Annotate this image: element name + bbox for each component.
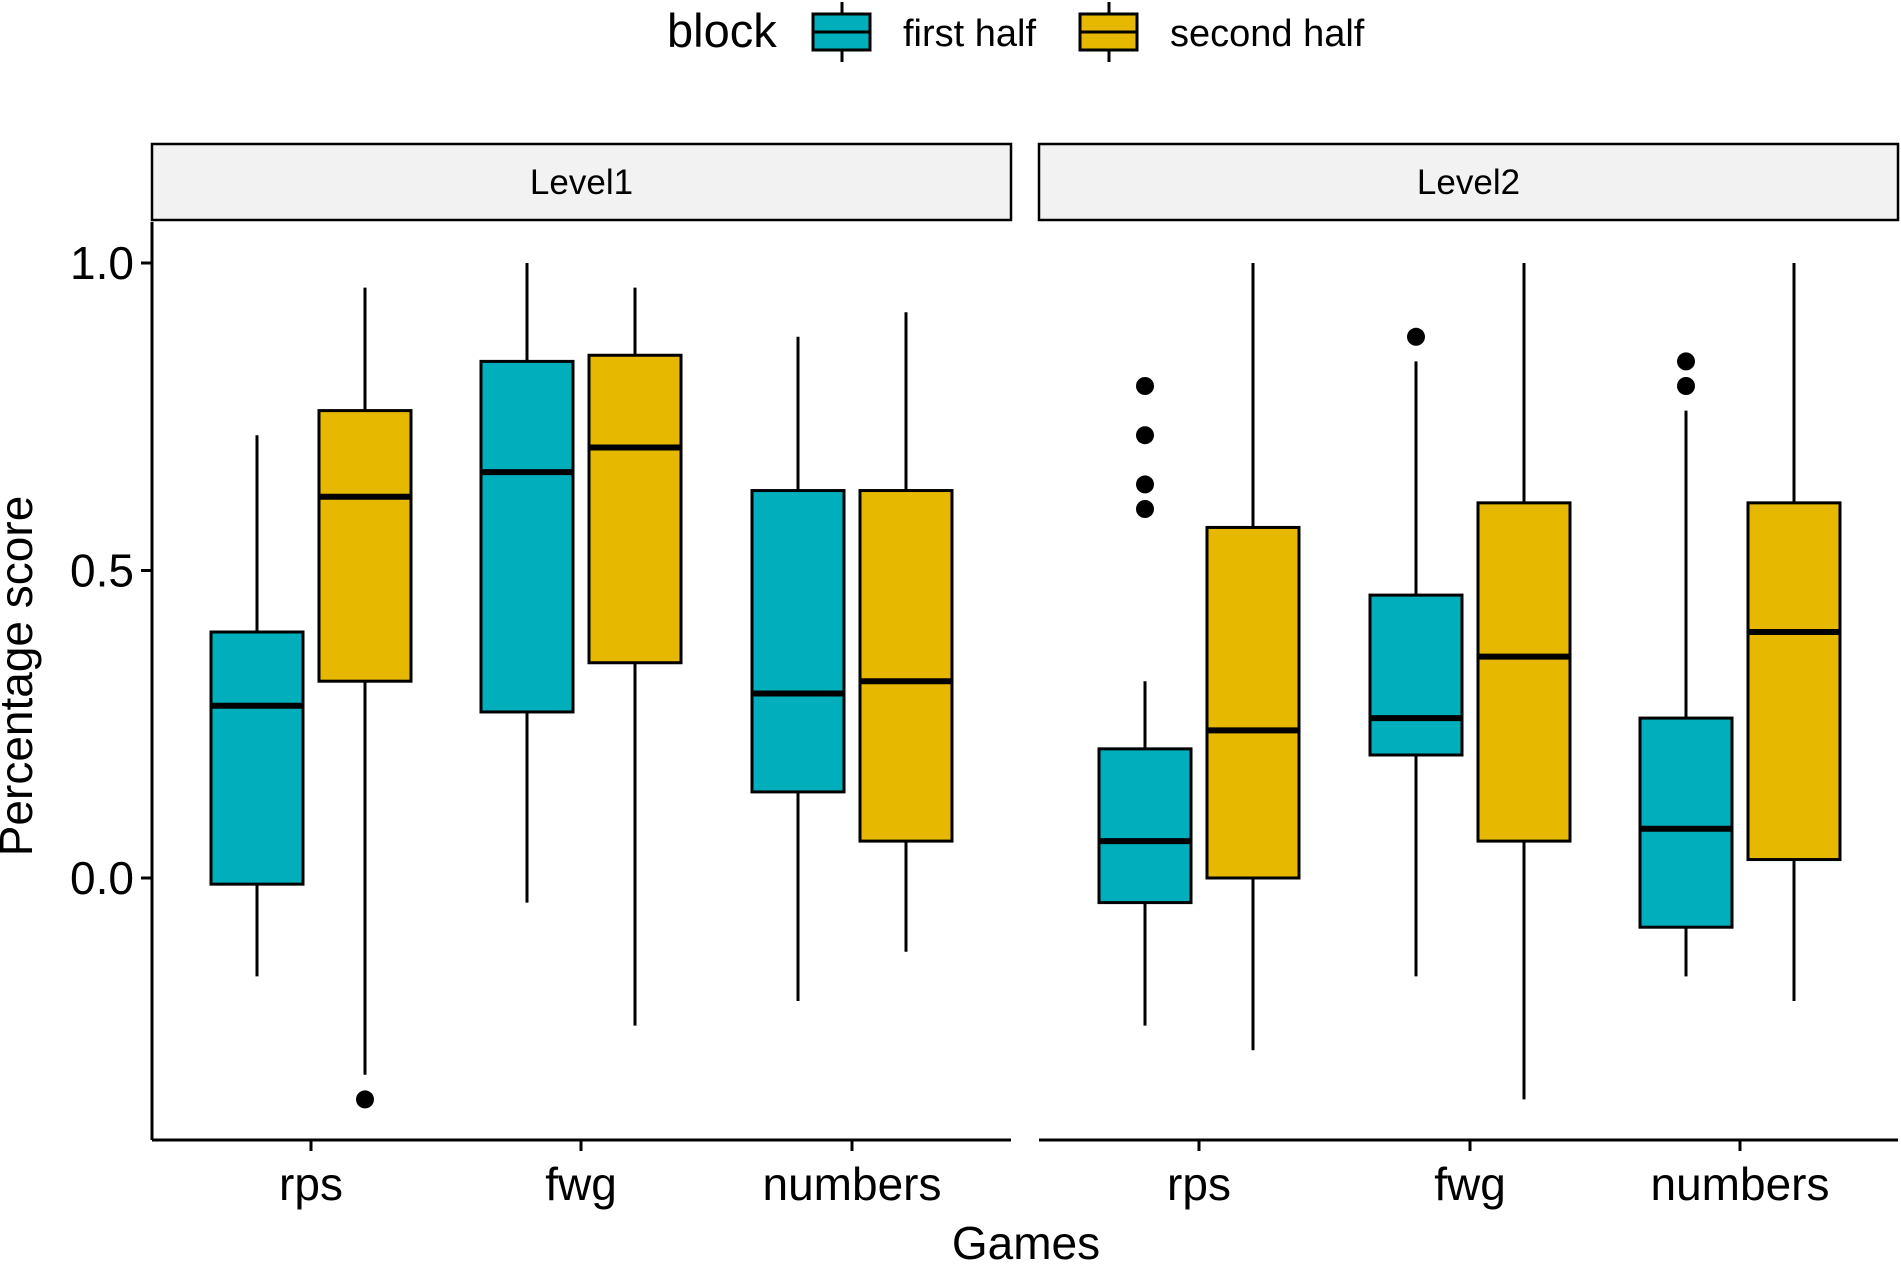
box-body <box>1368 593 1464 757</box>
outlier-point <box>1136 377 1154 395</box>
panel: Level1 0.0 0.5 1.0 rps fwg numbers <box>70 142 1013 1210</box>
legend: block first half second half <box>667 2 1365 62</box>
outlier-point <box>1136 475 1154 494</box>
outlier-point <box>1677 377 1695 395</box>
box-body <box>1746 501 1842 862</box>
x-tick-label: numbers <box>1651 1158 1830 1210</box>
x-axis-title: Games <box>952 1217 1100 1261</box>
box-rps-first-half <box>209 435 305 977</box>
box-rps-first-half <box>1097 377 1193 1026</box>
legend-label: first half <box>903 13 1036 55</box>
box-numbers-second-half <box>1746 263 1842 1001</box>
legend-entry: first half <box>811 2 1036 62</box>
box-body <box>750 489 846 794</box>
box-body <box>1205 525 1301 880</box>
x-tick-label: rps <box>1167 1158 1231 1210</box>
y-tick-label: 1.0 <box>70 237 134 289</box>
y-axis-title: Percentage score <box>0 496 42 857</box>
outlier-point <box>1136 500 1154 518</box>
outlier-point <box>1407 327 1425 346</box>
box-rps-second-half <box>1205 263 1301 1051</box>
box-numbers-first-half <box>750 336 846 1001</box>
panel: Level2 rps fwg numbers <box>1037 142 1900 1210</box>
outlier-point <box>1677 352 1695 371</box>
y-tick-label: 0.5 <box>70 545 134 597</box>
box-body <box>479 359 575 714</box>
outlier-point <box>356 1090 374 1109</box>
box-numbers-first-half <box>1638 352 1734 977</box>
box-body <box>587 353 683 665</box>
box-fwg-second-half <box>1476 263 1572 1100</box>
box-body <box>858 489 954 843</box>
box-numbers-second-half <box>858 312 954 952</box>
box-rps-second-half <box>317 287 413 1109</box>
panel-strip <box>1037 142 1900 222</box>
box-body <box>1476 501 1572 843</box>
x-tick-label: fwg <box>1434 1158 1506 1210</box>
x-tick-label: numbers <box>763 1158 942 1210</box>
box-body <box>317 409 413 683</box>
panel-strip <box>150 142 1013 222</box>
panel-strip-label: Level2 <box>1417 163 1520 202</box>
x-tick-label: fwg <box>545 1158 617 1210</box>
box-fwg-first-half <box>1368 327 1464 977</box>
legend-label: second half <box>1170 13 1365 55</box>
box-body <box>209 630 305 886</box>
y-tick-label: 0.0 <box>70 852 134 904</box>
box-fwg-second-half <box>587 287 683 1026</box>
box-body <box>1097 747 1193 905</box>
box-body <box>1638 716 1734 929</box>
outlier-point <box>1136 426 1154 445</box>
legend-title: block <box>667 4 777 57</box>
panel-strip-label: Level1 <box>530 163 633 202</box>
box-fwg-first-half <box>479 263 575 903</box>
x-tick-label: rps <box>279 1158 343 1210</box>
legend-entry: second half <box>1078 2 1365 62</box>
